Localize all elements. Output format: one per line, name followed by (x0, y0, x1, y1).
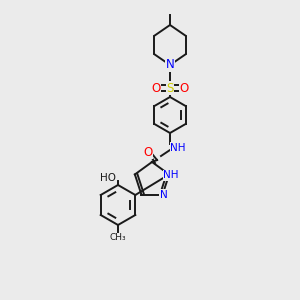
Text: CH₃: CH₃ (110, 233, 126, 242)
Text: S: S (166, 82, 174, 94)
Text: NH: NH (170, 143, 186, 153)
Text: O: O (152, 82, 160, 94)
Text: NH: NH (164, 170, 179, 180)
Text: N: N (166, 58, 174, 71)
Text: O: O (143, 146, 153, 158)
Text: N: N (160, 190, 167, 200)
Text: O: O (179, 82, 189, 94)
Text: HO: HO (100, 173, 116, 183)
